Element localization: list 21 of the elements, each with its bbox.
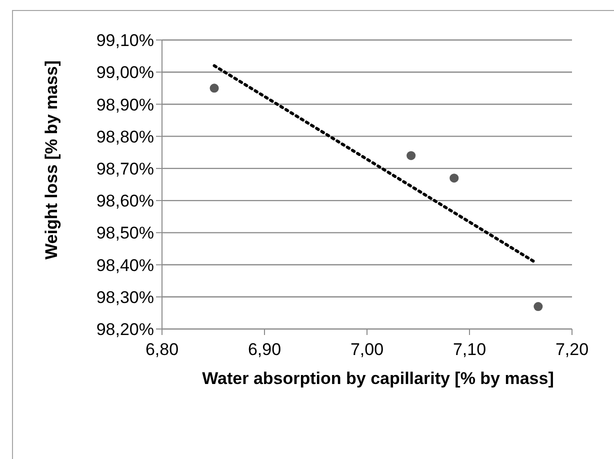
y-tick-label: 98,90% (96, 95, 154, 114)
x-tick-label: 7,00 (350, 340, 384, 360)
x-tick-label: 6,90 (248, 340, 282, 360)
y-tick-label: 99,10% (96, 31, 154, 50)
y-tick-label: 98,60% (96, 192, 154, 211)
point (406, 151, 416, 160)
x-tick-label: 7,10 (452, 340, 486, 360)
x-axis-title: Water absorption by capillarity [% by mass] (201, 368, 555, 390)
x-tick-label: 7,20 (555, 340, 589, 360)
y-tick-label: 98,40% (96, 256, 154, 275)
y-tick-label: 98,30% (96, 288, 154, 307)
y-tick-label: 98,50% (96, 224, 154, 243)
point (534, 302, 543, 312)
y-tick-label: 98,80% (96, 127, 154, 146)
point (210, 84, 219, 93)
point (450, 174, 459, 183)
y-tick-label: 98,20% (96, 320, 154, 340)
y-tick-label: 99,00% (96, 63, 154, 82)
y-axis-title: Weight loss [% by mass] (42, 60, 62, 260)
y-tick-label: 98,70% (96, 159, 154, 178)
x-tick-label: 6,80 (145, 340, 179, 360)
